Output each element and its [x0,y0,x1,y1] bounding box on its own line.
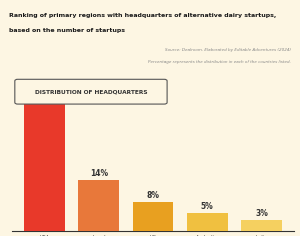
Text: 5%: 5% [201,202,214,211]
Text: Percentage represents the distribution in each of the countries listed.: Percentage represents the distribution i… [148,60,291,64]
Text: 38%: 38% [35,81,54,90]
Text: 8%: 8% [146,191,160,200]
Text: based on the number of startups: based on the number of startups [9,28,125,33]
Bar [133,202,173,231]
Text: 3%: 3% [255,209,268,219]
Text: 14%: 14% [90,169,108,178]
Text: Ranking of primary regions with headquarters of alternative dairy startups,: Ranking of primary regions with headquar… [9,13,276,18]
Bar [187,213,228,231]
Text: DISTRIBUTION OF HEADQUARTERS: DISTRIBUTION OF HEADQUARTERS [35,89,147,94]
Bar [24,92,65,231]
Bar [241,220,282,231]
FancyBboxPatch shape [15,79,167,104]
Text: Source: Dealroom. Elaborated by Editable Adventures (2024): Source: Dealroom. Elaborated by Editable… [165,48,291,52]
Bar [78,180,119,231]
